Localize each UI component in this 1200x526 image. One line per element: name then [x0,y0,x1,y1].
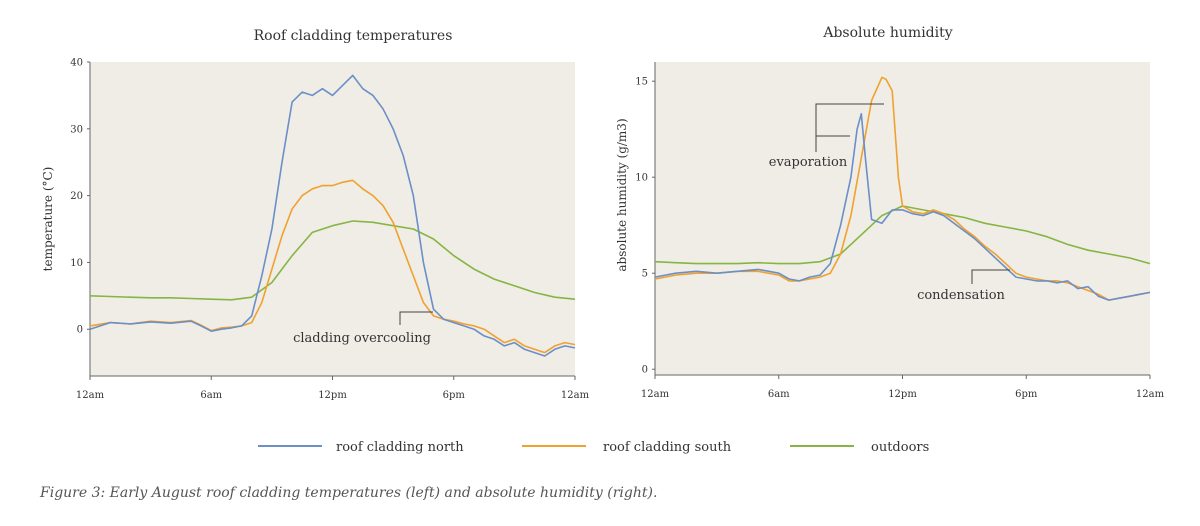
condensation-bracket [971,269,1010,284]
humidity-x-tick-label: 6pm [1015,389,1038,400]
humidity-x-tick-label: 12am [1136,389,1165,400]
humidity-chart-title: Absolute humidity [822,25,952,41]
temperature-line-outdoors [89,220,576,301]
humidity-x-tick-label: 12pm [888,389,917,400]
temperature-x-tick-label: 6am [200,390,222,401]
temperature-y-tick-label: 20 [70,191,83,202]
temperature-chart: Roof cladding temperatures temperature (… [41,28,590,401]
temperature-chart-title: Roof cladding temperatures [254,28,453,44]
legend-label-outdoors: outdoors [871,440,929,455]
humidity-line-roof-cladding-north [654,113,1151,301]
humidity-plot-area [655,62,1150,375]
temperature-x-ticks: 12am 6am 12pm 6pm 12am [76,376,590,401]
legend-label-north: roof cladding north [336,440,464,455]
humidity-y-tick-label: 15 [635,77,648,88]
temperature-y-label: temperature (°C) [41,167,55,272]
evaporation-annotation: evaporation [769,155,848,170]
legend-item-north: roof cladding north [258,440,464,455]
overcooling-annotation: cladding overcooling [293,331,431,346]
temperature-y-ticks: 0 10 20 30 40 [70,58,90,336]
humidity-x-ticks: 12am 6am 12pm 6pm 12am [641,375,1165,400]
humidity-chart: Absolute humidity absolute humidity (g/m… [615,25,1165,400]
humidity-x-tick-label: 6am [768,389,790,400]
humidity-y-tick-label: 5 [642,269,648,280]
temperature-y-tick-label: 0 [77,325,83,336]
temperature-line-roof-cladding-north [89,74,576,357]
legend-item-south: roof cladding south [522,440,732,455]
humidity-x-tick-label: 12am [641,389,670,400]
legend-item-outdoors: outdoors [790,440,929,455]
temperature-y-tick-label: 40 [70,58,83,69]
temperature-y-tick-label: 30 [70,124,83,135]
humidity-y-tick-label: 0 [642,365,648,376]
legend: roof cladding north roof cladding south … [258,440,929,455]
humidity-y-label: absolute humidity (g/m3) [615,118,629,271]
humidity-y-ticks: 0 5 10 15 [635,77,655,376]
figure-caption: Figure 3: Early August roof cladding tem… [40,485,658,501]
temperature-y-tick-label: 10 [70,258,83,269]
overcooling-bracket [399,311,433,325]
temperature-x-tick-label: 12pm [318,390,347,401]
temperature-series [89,74,576,357]
temperature-plot-area [90,62,575,376]
temperature-x-tick-label: 6pm [443,390,466,401]
legend-label-south: roof cladding south [603,440,732,455]
humidity-y-tick-label: 10 [635,173,648,184]
temperature-x-tick-label: 12am [76,390,105,401]
temperature-x-tick-label: 12am [561,390,590,401]
humidity-series [654,76,1151,301]
evaporation-bracket [815,103,884,152]
condensation-annotation: condensation [917,288,1005,303]
